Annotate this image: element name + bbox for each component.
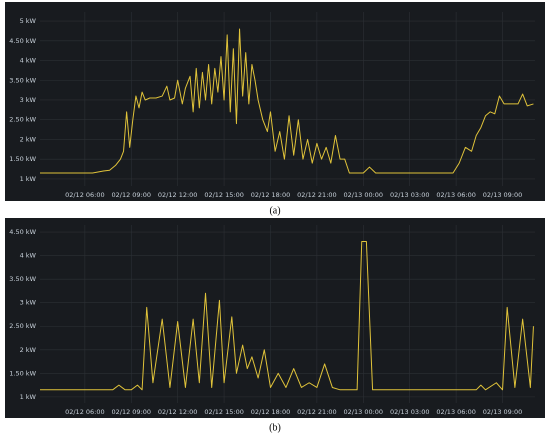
x-tick-label: 02/13 06:00	[436, 191, 476, 199]
x-tick-label: 02/13 00:00	[344, 408, 384, 416]
x-tick-label: 02/13 06:00	[436, 408, 476, 416]
y-tick-label: 4 kW	[20, 57, 37, 65]
x-tick-label: 02/12 09:00	[112, 191, 152, 199]
x-tick-label: 02/12 18:00	[251, 191, 291, 199]
x-tick-label: 02/13 03:00	[390, 408, 430, 416]
x-tick-label: 02/12 21:00	[297, 191, 337, 199]
y-tick-label: 2.50 kW	[9, 116, 36, 124]
x-tick-label: 02/12 18:00	[251, 408, 291, 416]
series-line	[40, 240, 534, 391]
y-tick-label: 4.50 kW	[9, 228, 36, 236]
y-tick-label: 5 kW	[20, 17, 37, 25]
x-tick-label: 02/12 21:00	[297, 408, 337, 416]
x-tick-label: 02/13 03:00	[390, 191, 430, 199]
y-tick-label: 1.50 kW	[9, 369, 36, 377]
x-tick-label: 02/13 00:00	[344, 191, 384, 199]
y-tick-label: 1 kW	[20, 393, 37, 401]
panel	[5, 218, 545, 418]
y-tick-label: 4 kW	[20, 252, 37, 260]
y-tick-label: 3.50 kW	[9, 76, 36, 84]
x-tick-label: 02/12 06:00	[65, 408, 105, 416]
y-tick-label: 3 kW	[20, 299, 37, 307]
caption: (b)	[269, 422, 281, 433]
y-tick-label: 3.50 kW	[9, 275, 36, 283]
x-tick-label: 02/13 09:00	[483, 408, 523, 416]
y-tick-label: 1.50 kW	[9, 155, 36, 163]
y-tick-label: 2 kW	[20, 346, 37, 354]
caption: (a)	[269, 205, 280, 216]
y-tick-label: 1 kW	[20, 175, 37, 183]
x-tick-label: 02/12 15:00	[204, 408, 244, 416]
series-line	[40, 28, 534, 174]
panel	[5, 2, 545, 201]
x-tick-label: 02/12 15:00	[204, 191, 244, 199]
y-tick-label: 4.50 kW	[9, 37, 36, 45]
y-tick-label: 3 kW	[20, 96, 37, 104]
x-tick-label: 02/12 12:00	[158, 408, 198, 416]
x-tick-label: 02/12 06:00	[65, 191, 105, 199]
y-tick-label: 2.50 kW	[9, 322, 36, 330]
x-tick-label: 02/13 09:00	[483, 191, 523, 199]
y-tick-label: 2 kW	[20, 135, 37, 143]
x-tick-label: 02/12 12:00	[158, 191, 198, 199]
x-tick-label: 02/12 09:00	[112, 408, 152, 416]
